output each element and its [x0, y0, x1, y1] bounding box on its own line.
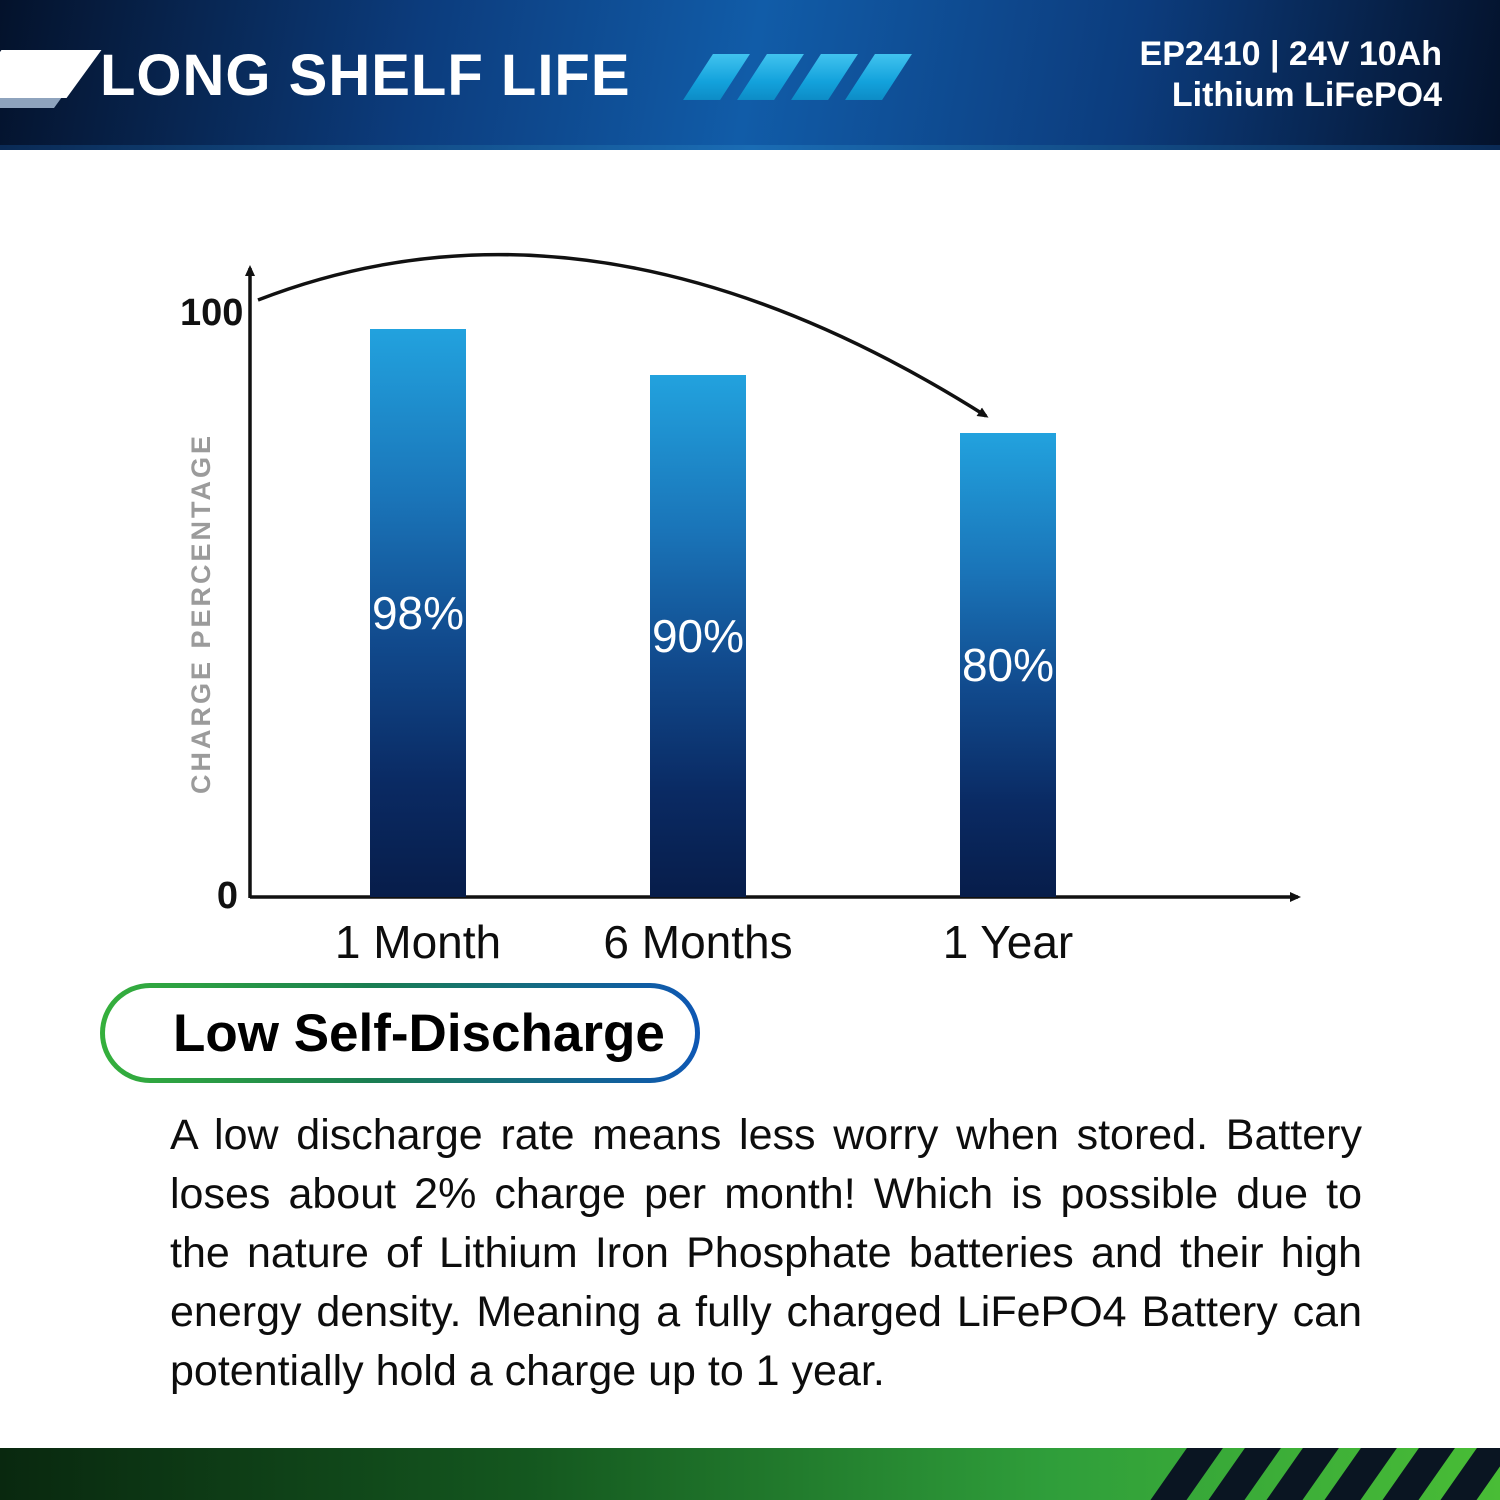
- description-paragraph: A low discharge rate means less worry wh…: [170, 1111, 1362, 1395]
- header-banner: LONG SHELF LIFE EP2410 | 24V 10Ah Lithiu…: [0, 0, 1500, 150]
- stripe-icon: [791, 54, 858, 100]
- chart-axes-and-arrow: [245, 252, 1301, 902]
- stripe-icon: [683, 54, 750, 100]
- stripe-icon: [845, 54, 912, 100]
- badge-label: Low Self-Discharge: [173, 1003, 665, 1063]
- bar-6-months: 90%: [650, 375, 746, 897]
- product-info: EP2410 | 24V 10Ah Lithium LiFePO4: [1140, 34, 1442, 116]
- bar-1-month: 98%: [370, 329, 466, 897]
- bar-value-label: 98%: [371, 587, 465, 639]
- product-chemistry: Lithium LiFePO4: [1171, 76, 1442, 114]
- bars-layer: 98% 1 Month 90% 6 Months 80% 1 Year: [180, 230, 1360, 990]
- bar-value-label: 90%: [651, 610, 745, 662]
- badge-inner: Low Self-Discharge: [105, 988, 695, 1078]
- footer-bar: [0, 1448, 1500, 1500]
- x-axis-category-label: 1 Year: [942, 916, 1074, 968]
- y-tick-0: 0: [216, 875, 238, 917]
- page-title: LONG SHELF LIFE: [100, 42, 631, 108]
- x-axis-category-label: 1 Month: [334, 916, 502, 968]
- y-tick-100: 100: [180, 292, 244, 334]
- low-self-discharge-badge: Low Self-Discharge: [100, 983, 700, 1083]
- cyan-stripes-icon: [683, 54, 912, 100]
- self-discharge-bar-chart: CHARGE PERCENTAGE 100 0 98% 1 Month 90% 6 M…: [180, 230, 1360, 990]
- bar-value-label: 80%: [961, 639, 1055, 691]
- bar-1-year: 80%: [960, 433, 1056, 897]
- stripe-icon: [737, 54, 804, 100]
- decline-curve-arrow: [257, 252, 989, 418]
- product-model: EP2410 | 24V 10Ah: [1139, 35, 1442, 73]
- x-axis-category-label: 6 Months: [603, 916, 793, 968]
- header-slash-front: [0, 50, 102, 98]
